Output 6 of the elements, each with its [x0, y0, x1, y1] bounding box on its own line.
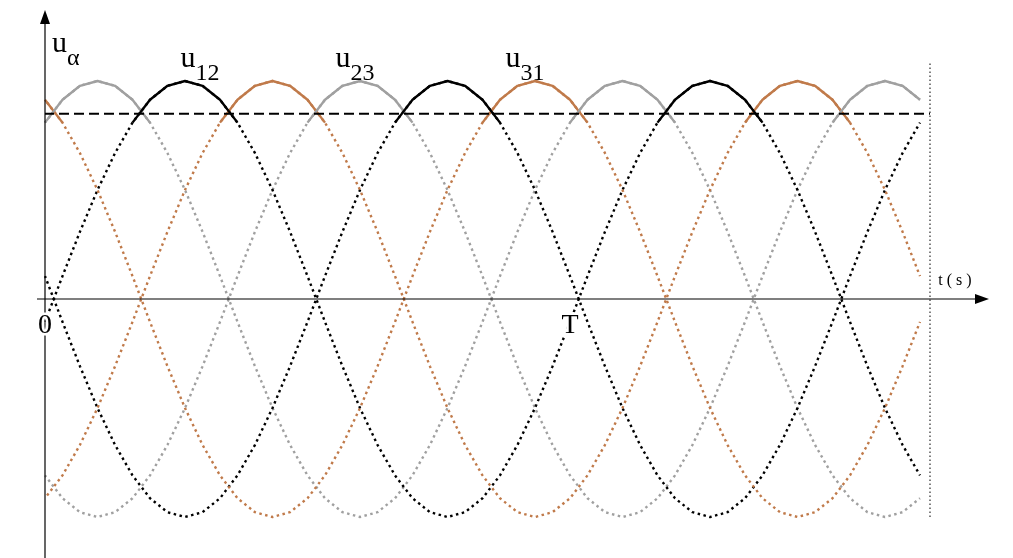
annotation: u$_{23}$: [335, 40, 375, 85]
annotation: u$_{12}$: [180, 40, 220, 85]
annotation: u$_{31}$: [505, 40, 545, 85]
x-tick-label: T: [561, 308, 579, 339]
y-axis-title: u$_{α}$: [52, 25, 80, 70]
x-axis-title: t ( s ): [938, 271, 972, 289]
